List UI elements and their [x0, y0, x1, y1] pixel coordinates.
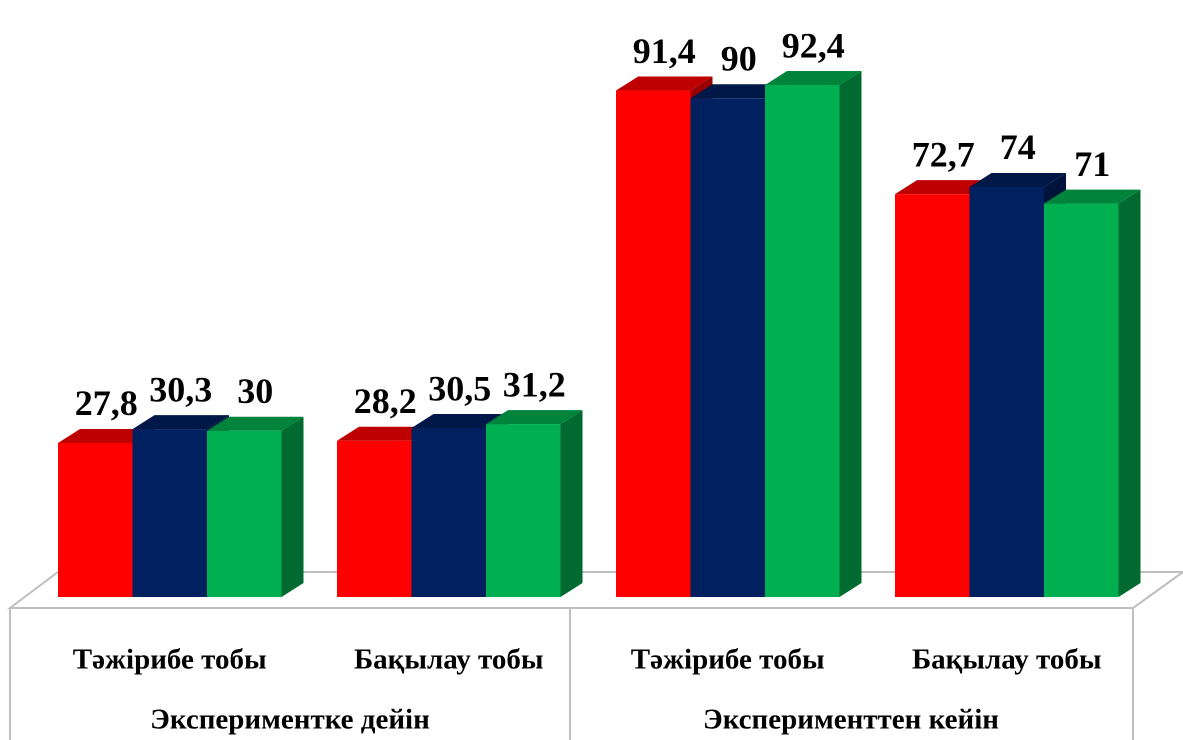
bar-top	[337, 426, 434, 441]
category-label: Бақылау тобы	[354, 644, 544, 676]
bar-top	[58, 428, 155, 443]
bar-side	[281, 416, 304, 597]
value-label: 31,2	[503, 364, 566, 404]
bar-top	[1044, 189, 1141, 204]
value-label: 28,2	[354, 381, 417, 421]
value-label: 30	[237, 371, 273, 411]
bar-top	[895, 180, 992, 195]
bar	[895, 194, 970, 598]
value-label: 92,4	[782, 25, 845, 65]
value-label: 71	[1074, 144, 1110, 184]
bar	[765, 85, 840, 597]
bar-top	[207, 416, 304, 431]
value-label: 74	[1000, 127, 1036, 167]
bar	[1044, 203, 1119, 598]
bar-top	[486, 410, 583, 425]
category-label: Тәжірибе тобы	[73, 644, 267, 676]
value-label: 90	[721, 39, 757, 79]
category-label: Бақылау тобы	[912, 644, 1102, 676]
bar-side	[839, 71, 862, 597]
bar	[486, 424, 561, 597]
group-label: Экспериментке дейін	[150, 704, 430, 736]
bar	[969, 186, 1044, 597]
bar	[690, 98, 765, 597]
bar-top	[690, 84, 787, 99]
bar	[616, 90, 691, 597]
value-label: 72,7	[912, 134, 975, 174]
bar-top	[132, 415, 229, 430]
bar-top	[765, 71, 862, 85]
value-label: 27,8	[75, 383, 138, 423]
bar-top	[411, 413, 508, 428]
category-label: Тәжірибе тобы	[631, 644, 825, 676]
bar-top	[969, 172, 1066, 187]
bar-top	[616, 76, 713, 91]
bar	[207, 430, 282, 597]
bar	[411, 427, 486, 597]
bar	[337, 440, 412, 597]
table-line	[1132, 571, 1183, 609]
value-label: 30,5	[428, 368, 491, 408]
bar	[132, 429, 207, 597]
group-label: Эксперименттен кейін	[703, 704, 999, 736]
value-label: 91,4	[633, 31, 696, 71]
bar-side	[560, 410, 583, 597]
value-label: 30,3	[149, 369, 212, 409]
bar-side	[1118, 189, 1141, 598]
bar	[58, 442, 133, 597]
